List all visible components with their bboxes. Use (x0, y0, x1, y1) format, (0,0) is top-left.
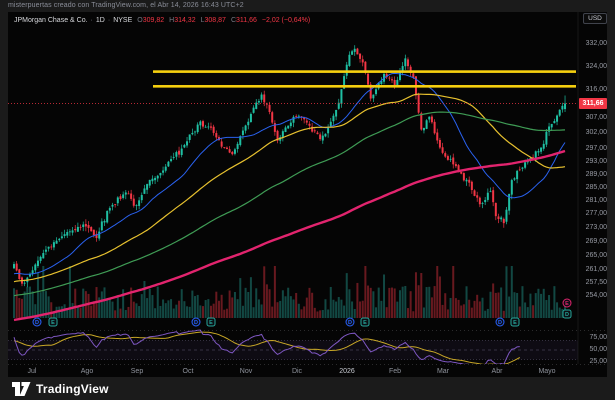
price-axis-label: 265,00 (585, 252, 607, 260)
event-marker-d[interactable]: D (495, 317, 505, 327)
volume-pane (13, 266, 567, 318)
time-axis-label: Feb (388, 368, 402, 375)
close-label: C (230, 17, 236, 24)
currency-button[interactable]: USD (583, 13, 607, 24)
change-value: −2,02 (−0,64%) (261, 17, 311, 24)
price-axis-label: 273,00 (585, 224, 607, 232)
price-axis-label: 257,50 (585, 279, 607, 287)
price-axis-label: 285,00 (585, 183, 607, 191)
event-marker-d[interactable]: D (562, 309, 572, 319)
svg-text:E: E (513, 320, 517, 326)
time-axis-label: Nov (239, 368, 253, 375)
svg-text:E: E (209, 320, 213, 326)
svg-text:E: E (565, 301, 569, 307)
time-axis-label: 2026 (339, 368, 355, 375)
time-axis-label: Mayo (538, 368, 556, 375)
legend-separator: · (90, 17, 93, 24)
event-marker-e[interactable]: E (206, 317, 216, 327)
event-marker-e[interactable]: E (562, 298, 572, 308)
price-axis-label: 281,00 (585, 196, 607, 204)
attribution-text: misterpuertas creado con TradingView.com… (8, 2, 244, 9)
svg-text:D: D (194, 320, 198, 326)
low-value: 308,87 (204, 17, 226, 24)
open-value: 309,82 (142, 17, 165, 24)
price-axis-label: 316,00 (585, 86, 607, 94)
exchange-label: NYSE (113, 17, 133, 24)
price-axis-label: 332,00 (585, 40, 607, 47)
rsi-axis-label: 50,00 (589, 346, 607, 353)
svg-text:E: E (363, 320, 367, 326)
rsi-axis-label: 25,00 (589, 358, 607, 365)
close-value: 311,66 (236, 17, 257, 24)
price-axis-label: 254,00 (585, 292, 607, 299)
svg-text:D: D (565, 312, 569, 318)
price-axis-label: 324,00 (585, 62, 607, 70)
time-axis-label: Ago (80, 368, 94, 375)
price-axis-label: 289,00 (585, 170, 607, 178)
open-label: O (137, 17, 143, 24)
event-marker-d[interactable]: D (191, 317, 201, 327)
ma-line-100 (13, 111, 566, 297)
footer: TradingView (12, 380, 109, 398)
time-axis-label: Dic (291, 368, 303, 375)
rsi-axis-label: 75,00 (589, 334, 607, 341)
symbol-name[interactable]: JPMorgan Chase & Co. (14, 17, 88, 24)
price-axis-label: 269,00 (585, 238, 607, 245)
event-marker-e[interactable]: E (48, 317, 58, 327)
last-price-badge: 311,66 (579, 97, 607, 109)
price-axis-label: 302,00 (585, 129, 607, 137)
high-value: 314,32 (174, 17, 196, 24)
svg-text:D: D (35, 320, 39, 326)
svg-text:D: D (348, 320, 352, 326)
resistance-ray[interactable] (153, 70, 576, 73)
time-axis-label: Jul (27, 368, 37, 375)
svg-text:E: E (51, 320, 55, 326)
ma-line-200 (13, 149, 566, 322)
symbol-legend: JPMorgan Chase & Co. · 1D · NYSE O309,82 H314,… (14, 16, 310, 25)
event-marker-d[interactable]: D (32, 317, 42, 327)
time-axis-label: Abr (491, 368, 503, 375)
time-axis-label: Sep (130, 368, 144, 375)
candlestick-series (13, 45, 567, 288)
event-marker-d[interactable]: D (345, 317, 355, 327)
interval-label[interactable]: 1D (95, 17, 105, 24)
price-axis-label: 297,00 (585, 144, 607, 152)
tradingview-logo-icon (12, 382, 31, 396)
event-marker-e[interactable]: E (510, 317, 520, 327)
price-axis-label: 307,00 (585, 113, 607, 121)
price-axis-label: 261,00 (585, 266, 607, 274)
time-axis-label: Oct (182, 368, 194, 375)
high-label: H (169, 17, 175, 24)
ma-line-20 (13, 72, 566, 275)
price-axis-label: 277,00 (585, 210, 607, 218)
ma-line-50 (13, 93, 566, 283)
rsi-line (13, 329, 520, 364)
svg-text:D: D (498, 320, 502, 326)
event-marker-e[interactable]: E (360, 317, 370, 327)
time-axis-label: Mar (436, 368, 450, 375)
resistance-ray[interactable] (153, 85, 576, 88)
price-axis-label: 293,00 (585, 157, 607, 165)
tradingview-brand-text[interactable]: TradingView (36, 382, 109, 396)
low-label: L (200, 17, 205, 24)
legend-separator: · (107, 17, 111, 24)
